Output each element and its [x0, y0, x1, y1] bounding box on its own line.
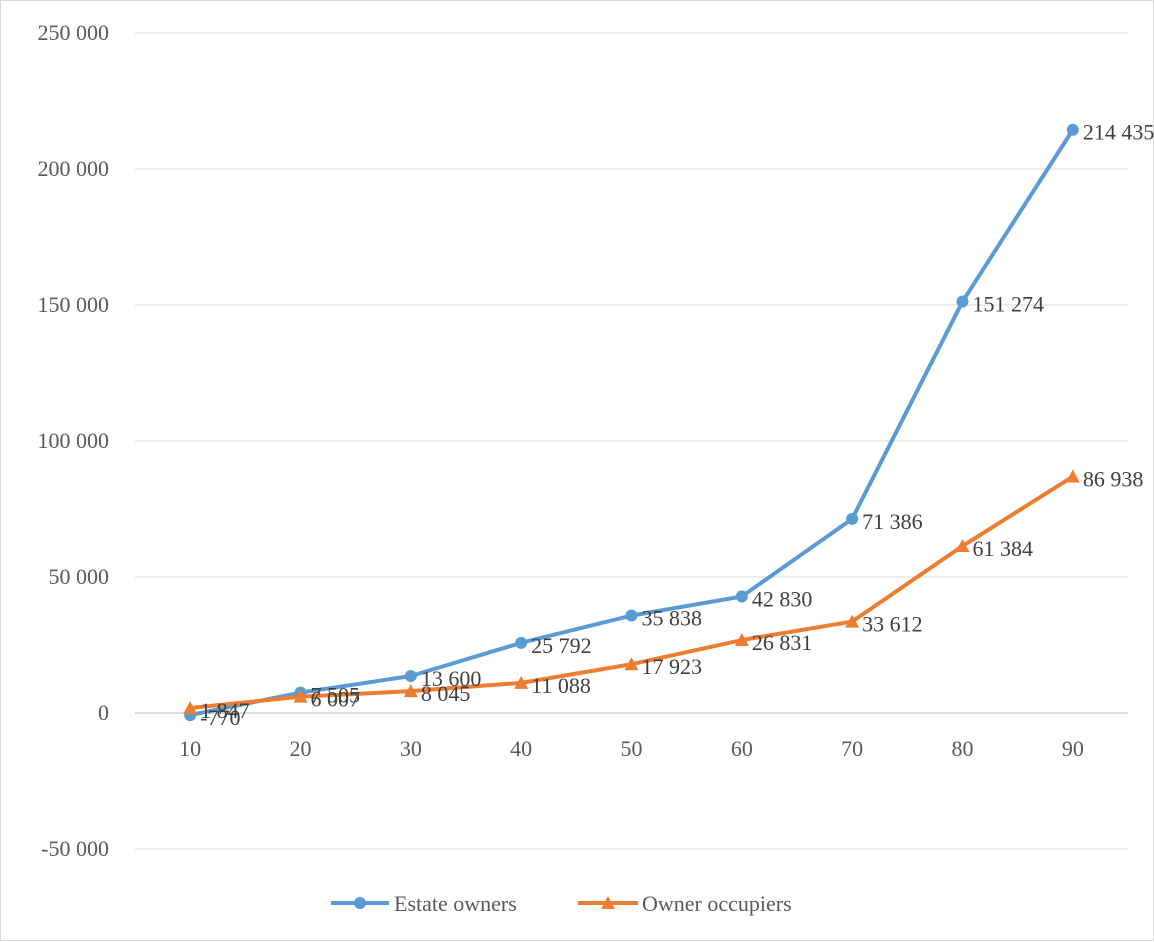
y-tick-label: 150 000: [38, 292, 110, 317]
data-point: [624, 657, 639, 671]
y-tick-label: 50 000: [49, 564, 110, 589]
data-point: [846, 512, 859, 525]
data-label: 25 792: [531, 633, 592, 658]
data-point: [735, 590, 748, 603]
data-label: 35 838: [642, 606, 703, 631]
data-point: [1066, 123, 1079, 136]
data-label: 8 045: [421, 681, 471, 706]
data-labels: -770 7 505 13 600 25 792 35 838 42 830 71 386 1…: [200, 120, 1154, 730]
series-line: [188, 127, 1075, 718]
data-point: [515, 636, 528, 649]
legend-marker: [354, 897, 366, 909]
data-point: [183, 700, 198, 714]
series-line: [188, 474, 1075, 710]
x-tick-label: 30: [400, 736, 422, 761]
y-tick-label: -50 000: [41, 836, 109, 861]
series-estate-owners: [184, 123, 1079, 722]
data-label: 42 830: [752, 587, 813, 612]
y-tick-label: 100 000: [38, 428, 110, 453]
y-tick-label: 200 000: [38, 156, 110, 181]
data-label: 13 600: [421, 666, 482, 691]
legend-marker: [601, 896, 615, 909]
legend-item-owner-occupiers: Owner occupiers: [578, 891, 792, 916]
data-label: 61 384: [973, 536, 1034, 561]
x-tick-label: 20: [290, 736, 312, 761]
x-tick-label: 90: [1062, 736, 1084, 761]
data-label: 6 007: [311, 687, 361, 712]
data-label: 151 274: [973, 292, 1045, 317]
data-point: [1065, 469, 1080, 483]
data-point: [956, 295, 969, 308]
data-label: 26 831: [752, 630, 813, 655]
legend-label: Owner occupiers: [642, 891, 792, 916]
x-tick-label: 60: [731, 736, 753, 761]
data-point: [845, 614, 860, 628]
data-point: [403, 684, 418, 698]
data-label: 17 923: [642, 654, 703, 679]
x-tick-label: 40: [510, 736, 532, 761]
x-tick-label: 70: [841, 736, 863, 761]
x-tick-label: 10: [179, 736, 201, 761]
data-point: [955, 539, 970, 553]
data-point: [734, 633, 749, 647]
data-label: -770: [200, 705, 240, 730]
data-label: 214 435: [1083, 120, 1154, 145]
data-point: [625, 609, 638, 622]
data-label: 33 612: [862, 612, 923, 637]
data-point: [293, 689, 308, 703]
series: [183, 123, 1080, 722]
legend-item-estate-owners: Estate owners: [331, 891, 517, 916]
y-tick-label: 250 000: [38, 20, 110, 45]
series-owner-occupiers: [183, 469, 1080, 714]
y-tick-label: 0: [98, 700, 109, 725]
data-label: 86 938: [1083, 467, 1144, 492]
data-label: 7 505: [311, 683, 361, 708]
data-point: [514, 675, 529, 689]
x-axis-ticks: 10 20 30 40 50 60 70 80 90: [179, 736, 1084, 761]
x-tick-label: 80: [952, 736, 974, 761]
data-label: 11 088: [531, 673, 591, 698]
gridlines: [135, 32, 1128, 850]
y-axis-ticks: 250 000 200 000 150 000 100 000 50 000 0 -50 0…: [38, 20, 110, 861]
data-label: 71 386: [862, 509, 923, 534]
data-label: 1 847: [200, 698, 250, 723]
data-point: [404, 670, 417, 683]
legend-label: Estate owners: [394, 891, 517, 916]
x-tick-label: 50: [621, 736, 643, 761]
legend: Estate owners Owner occupiers: [331, 891, 792, 916]
